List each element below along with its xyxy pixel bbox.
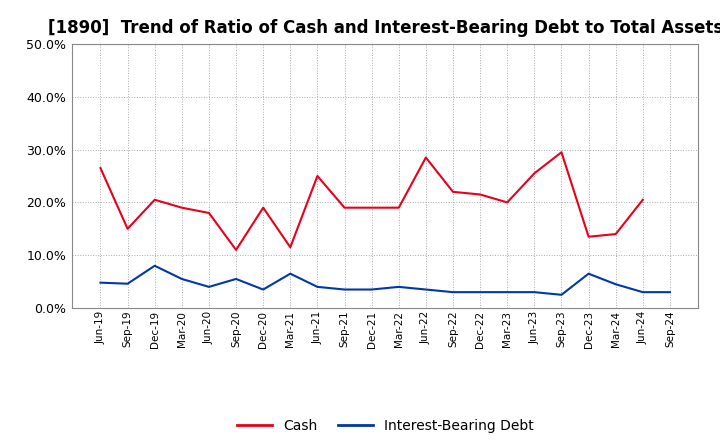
Title: [1890]  Trend of Ratio of Cash and Interest-Bearing Debt to Total Assets: [1890] Trend of Ratio of Cash and Intere…	[48, 19, 720, 37]
Legend: Cash, Interest-Bearing Debt: Cash, Interest-Bearing Debt	[231, 413, 539, 438]
